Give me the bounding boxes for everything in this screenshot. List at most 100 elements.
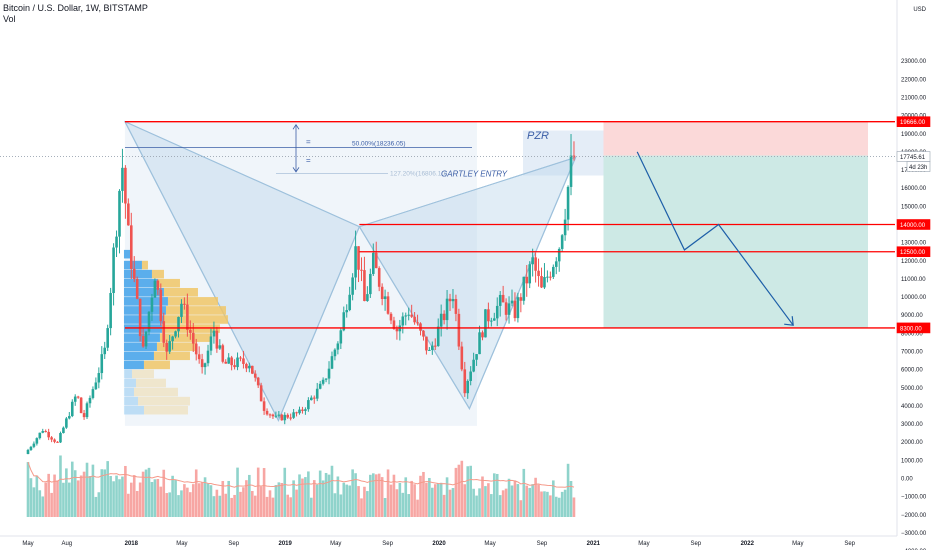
equal-sign-top: = bbox=[306, 138, 311, 147]
volume-bar bbox=[392, 474, 396, 517]
candle-body bbox=[200, 359, 204, 368]
volume-bar bbox=[324, 472, 328, 517]
volume-bar bbox=[41, 496, 45, 517]
volume-bar bbox=[50, 492, 53, 517]
candle-body bbox=[478, 332, 481, 355]
volume-bar bbox=[445, 477, 449, 517]
candle-body bbox=[191, 332, 195, 344]
volume-bar bbox=[200, 482, 204, 517]
candle-body bbox=[318, 383, 322, 389]
candle-body bbox=[519, 297, 523, 301]
candle-body bbox=[79, 397, 83, 414]
countdown-bg bbox=[906, 161, 931, 172]
candle-body bbox=[100, 354, 104, 374]
candle-body bbox=[380, 286, 384, 299]
candle-body bbox=[70, 401, 74, 417]
candle-body bbox=[442, 313, 446, 321]
candle-body bbox=[97, 373, 101, 383]
volume-bar bbox=[248, 474, 251, 517]
volume-bar bbox=[307, 471, 310, 517]
volume-bar bbox=[97, 492, 101, 517]
candle-body bbox=[62, 427, 65, 434]
volume-bar bbox=[342, 482, 346, 517]
candle-body bbox=[327, 368, 331, 379]
candle-body bbox=[53, 439, 56, 442]
volume-bar bbox=[289, 497, 292, 517]
candle-body bbox=[457, 313, 461, 347]
volume-bar bbox=[546, 491, 549, 517]
volume-bar bbox=[277, 482, 281, 517]
volume-bar bbox=[481, 476, 484, 517]
candle-body bbox=[525, 276, 529, 284]
volume-bar bbox=[487, 483, 490, 517]
volume-bar bbox=[150, 481, 154, 517]
vp-bar-up bbox=[123, 351, 154, 361]
time-tick-label: May bbox=[330, 541, 341, 547]
volume-bar bbox=[189, 492, 192, 517]
vp-bar-down bbox=[143, 405, 188, 415]
candle-body bbox=[354, 246, 357, 278]
candle-body bbox=[159, 289, 163, 322]
price-tick-label: 8000.00 bbox=[901, 331, 923, 337]
candle-body bbox=[522, 276, 526, 301]
candle-body bbox=[445, 298, 449, 321]
volume-bar bbox=[404, 477, 408, 517]
time-tick-label: Sep bbox=[844, 541, 855, 547]
candle-body bbox=[73, 396, 77, 402]
vp-bar-down bbox=[135, 378, 166, 388]
volume-bar bbox=[448, 489, 452, 517]
candle-body bbox=[103, 347, 107, 355]
volume-bar bbox=[109, 476, 112, 517]
time-tick-label: 2018 bbox=[125, 541, 139, 547]
volume-bar bbox=[242, 487, 245, 517]
candle-body bbox=[280, 414, 284, 421]
price-tick-label: 9000.00 bbox=[901, 313, 923, 319]
volume-bar bbox=[472, 488, 475, 517]
vp-bar-down bbox=[159, 333, 212, 342]
candle-body bbox=[377, 268, 381, 287]
candle-body bbox=[315, 388, 319, 399]
vp-bar-up bbox=[123, 287, 164, 297]
candle-body bbox=[342, 312, 346, 331]
candle-body bbox=[546, 276, 549, 278]
volume-bar bbox=[383, 498, 387, 517]
vp-bar-up bbox=[123, 260, 142, 270]
time-tick-label: 2019 bbox=[278, 541, 292, 547]
time-tick-label: May bbox=[638, 541, 649, 547]
volume-bar bbox=[389, 484, 393, 517]
candle-body bbox=[357, 246, 360, 270]
candle-body bbox=[383, 296, 387, 299]
candle-body bbox=[537, 270, 540, 277]
candle-body bbox=[422, 330, 425, 337]
price-tick-label: 15000.00 bbox=[901, 204, 927, 210]
volume-bar bbox=[454, 467, 458, 517]
price-tick-label: 1000.00 bbox=[901, 458, 923, 464]
volume-bar bbox=[256, 467, 260, 517]
volume-bar bbox=[413, 484, 416, 517]
vp-bar-down bbox=[143, 360, 170, 370]
volume-group bbox=[26, 455, 576, 517]
candle-body bbox=[392, 320, 396, 329]
candle-body bbox=[180, 303, 183, 317]
fib-127-label: 127.20%(16806.10) bbox=[390, 171, 447, 178]
candle-body bbox=[557, 248, 561, 262]
candle-body bbox=[59, 433, 62, 443]
volume-bar bbox=[233, 494, 236, 517]
candle-body bbox=[171, 336, 174, 342]
candle-body bbox=[439, 313, 443, 327]
candle-body bbox=[431, 345, 434, 350]
volume-bar bbox=[407, 494, 411, 517]
volume-bar bbox=[416, 499, 419, 517]
volume-bar bbox=[73, 470, 77, 517]
vp-bar-down bbox=[133, 387, 178, 397]
candle-body bbox=[351, 277, 354, 295]
candle-body bbox=[50, 437, 53, 440]
volume-bar bbox=[422, 471, 425, 517]
date-range-box bbox=[124, 121, 477, 426]
volume-bar bbox=[274, 485, 278, 517]
candle-body bbox=[165, 342, 169, 352]
candle-body bbox=[150, 297, 154, 312]
candle-body bbox=[132, 268, 136, 279]
volume-bar bbox=[262, 468, 266, 517]
